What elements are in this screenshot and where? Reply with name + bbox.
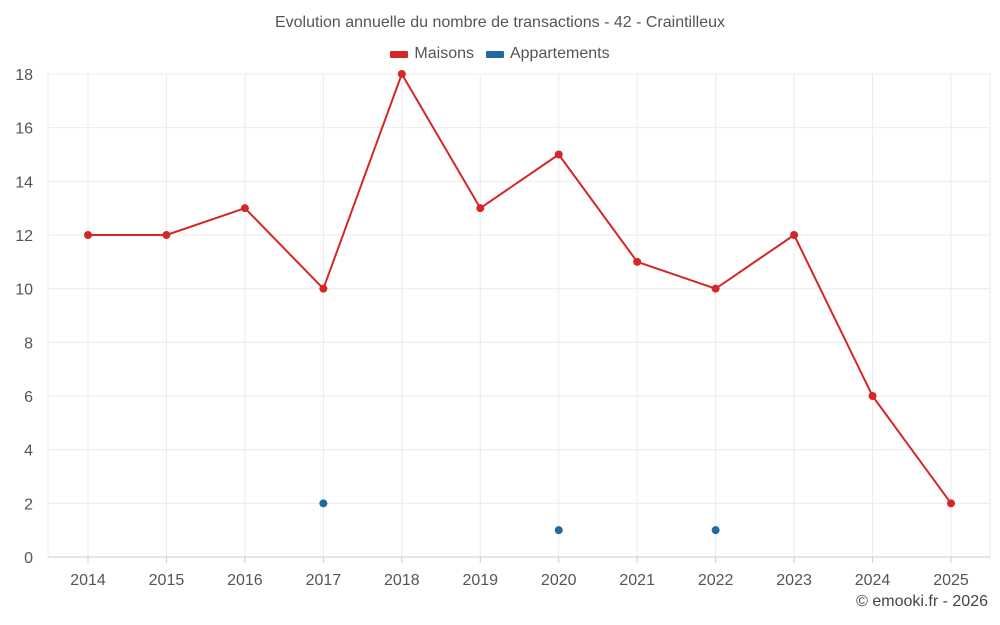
data-point-maisons[interactable]: [947, 499, 955, 508]
y-tick-label: 10: [15, 282, 33, 299]
legend-item-appartements[interactable]: Appartements: [485, 45, 610, 63]
data-point-appartements[interactable]: [319, 499, 328, 508]
y-tick-label: 2: [24, 496, 33, 513]
y-tick-label: 16: [15, 121, 33, 138]
x-tick-label: 2020: [541, 572, 577, 589]
x-tick-label: 2018: [384, 572, 420, 589]
chart-title: Evolution annuelle du nombre de transact…: [274, 14, 726, 31]
x-tick-label: 2019: [462, 572, 498, 589]
x-tick-label: 2023: [776, 572, 812, 589]
data-point-maisons[interactable]: [162, 231, 171, 239]
data-point-maisons[interactable]: [633, 257, 642, 266]
y-tick-label: 0: [24, 550, 33, 567]
y-tick-label: 8: [24, 335, 33, 352]
data-point-appartements[interactable]: [711, 526, 720, 535]
legend: Maisons Appartements: [0, 45, 1000, 63]
y-tick-label: 12: [15, 228, 33, 245]
series-line-maisons: [88, 73, 952, 504]
series-maisons: [84, 70, 955, 508]
data-point-maisons[interactable]: [790, 231, 799, 239]
x-tick-label: 2017: [306, 572, 342, 589]
legend-label-appartements: Appartements: [509, 45, 610, 62]
x-tick-label: 2016: [227, 572, 263, 589]
credit-text: © emooki.fr - 2026: [856, 593, 988, 610]
data-point-maisons[interactable]: [868, 392, 877, 400]
data-point-maisons[interactable]: [240, 204, 249, 213]
legend-swatch-maisons: [390, 50, 409, 58]
y-tick-label: 6: [24, 389, 33, 406]
data-point-maisons[interactable]: [554, 150, 563, 159]
data-point-maisons[interactable]: [319, 284, 328, 293]
y-tick-label: 4: [24, 443, 33, 460]
data-point-appartements[interactable]: [554, 526, 563, 535]
data-point-maisons[interactable]: [476, 204, 485, 213]
x-tick-label: 2014: [70, 572, 106, 589]
legend-label-maisons: Maisons: [414, 45, 474, 62]
x-tick-label: 2024: [855, 572, 891, 589]
data-point-maisons[interactable]: [397, 70, 406, 78]
y-tick-label: 18: [15, 67, 33, 84]
series-appartements: [319, 499, 720, 535]
x-tick-label: 2015: [149, 572, 185, 589]
x-tick-label: 2022: [698, 572, 734, 589]
legend-swatch-appartements: [485, 50, 504, 58]
x-tick-label: 2025: [933, 572, 969, 589]
data-point-maisons[interactable]: [711, 284, 720, 293]
legend-item-maisons[interactable]: Maisons: [390, 45, 474, 63]
y-tick-label: 14: [15, 174, 33, 191]
x-tick-label: 2021: [619, 572, 655, 589]
data-point-maisons[interactable]: [84, 231, 92, 239]
